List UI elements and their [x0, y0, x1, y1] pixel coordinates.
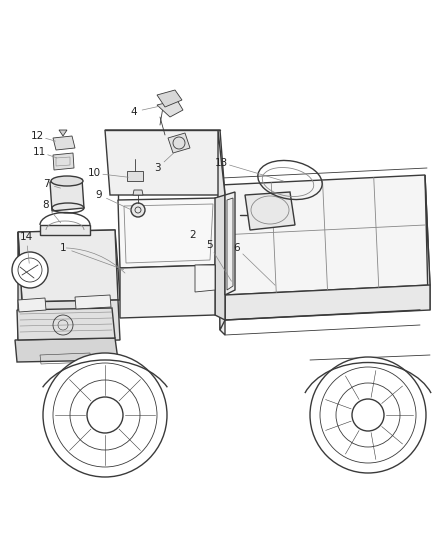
- Polygon shape: [53, 153, 74, 170]
- Text: 9: 9: [95, 190, 102, 199]
- Polygon shape: [220, 185, 225, 335]
- Text: 10: 10: [88, 168, 101, 178]
- Polygon shape: [425, 175, 430, 310]
- Polygon shape: [120, 265, 215, 318]
- Polygon shape: [18, 298, 46, 312]
- Polygon shape: [18, 232, 22, 342]
- Polygon shape: [245, 192, 295, 230]
- Polygon shape: [220, 175, 430, 295]
- Text: 8: 8: [42, 200, 49, 210]
- Polygon shape: [75, 295, 111, 309]
- Text: 1: 1: [60, 243, 67, 253]
- Polygon shape: [15, 338, 118, 362]
- Text: 4: 4: [130, 107, 137, 117]
- Polygon shape: [127, 171, 143, 181]
- Polygon shape: [157, 100, 183, 117]
- Text: 2: 2: [189, 230, 196, 239]
- Text: 5: 5: [206, 240, 213, 250]
- Polygon shape: [225, 192, 235, 295]
- Polygon shape: [133, 190, 143, 195]
- Polygon shape: [50, 179, 84, 211]
- Text: 12: 12: [31, 131, 44, 141]
- Text: 3: 3: [154, 163, 161, 173]
- Circle shape: [43, 353, 167, 477]
- Polygon shape: [105, 130, 225, 195]
- Text: 13: 13: [215, 158, 228, 167]
- Polygon shape: [18, 230, 118, 270]
- Circle shape: [310, 357, 426, 473]
- Polygon shape: [195, 265, 215, 292]
- Polygon shape: [225, 285, 430, 320]
- Text: 6: 6: [233, 243, 240, 253]
- Polygon shape: [218, 130, 225, 330]
- Polygon shape: [40, 225, 90, 235]
- Polygon shape: [157, 90, 182, 107]
- Circle shape: [131, 203, 145, 217]
- Text: 14: 14: [20, 232, 33, 242]
- Circle shape: [12, 252, 48, 288]
- Ellipse shape: [51, 176, 83, 186]
- Polygon shape: [168, 133, 190, 153]
- Polygon shape: [20, 300, 120, 342]
- Polygon shape: [20, 268, 120, 302]
- Polygon shape: [215, 195, 225, 320]
- Polygon shape: [53, 136, 75, 150]
- Polygon shape: [118, 198, 218, 268]
- Polygon shape: [17, 308, 115, 340]
- Polygon shape: [18, 230, 118, 302]
- Polygon shape: [59, 130, 67, 136]
- Text: 11: 11: [33, 147, 46, 157]
- Text: 7: 7: [42, 179, 49, 189]
